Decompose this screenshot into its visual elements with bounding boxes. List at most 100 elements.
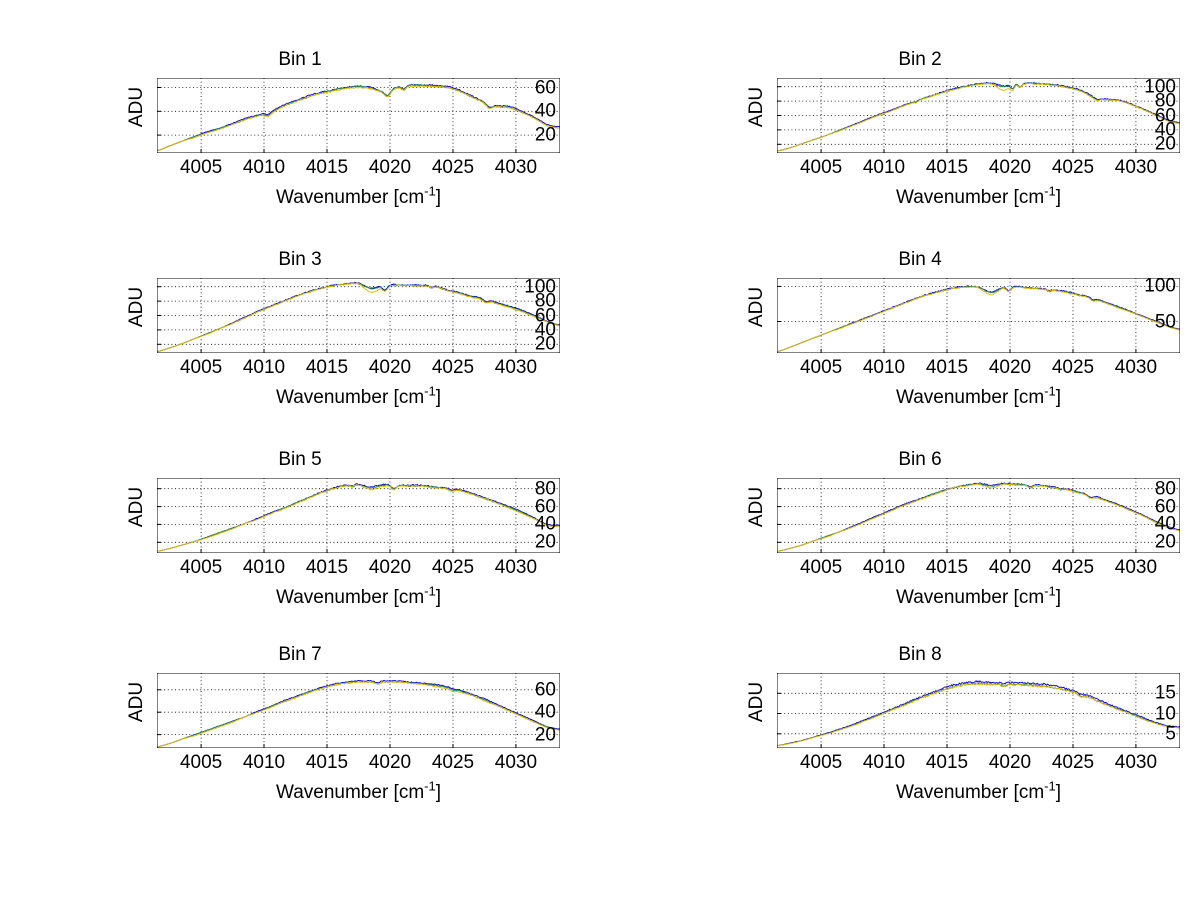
x-tick-label: 4005: [799, 557, 843, 578]
axes-frame: [157, 78, 560, 153]
y-tick-label: 20: [534, 724, 556, 746]
plot-svg: [777, 478, 1180, 553]
x-axis-label-exponent: -1: [424, 583, 436, 599]
x-axis-label-exponent: -1: [424, 183, 436, 199]
x-tick-label: 4005: [799, 357, 843, 378]
subplot-panel-6: Bin 6 20 40 60 80 4005 4010 4015 4020 4025 4030 ADU…: [620, 448, 1200, 648]
data-series-trace-blue: [777, 680, 1180, 746]
x-tick-label: 4030: [1114, 752, 1158, 773]
y-tick-label: 60: [534, 496, 556, 518]
x-tick-label: 4015: [305, 157, 349, 178]
data-series-trace-blue: [777, 285, 1180, 353]
grid-lines: [157, 673, 560, 748]
x-tick-label: 4015: [305, 357, 349, 378]
x-tick-label: 4030: [494, 557, 538, 578]
plot-area: 20 40 60 80 4005 4010 4015 4020 4025 4030 ADU Waven…: [126, 478, 560, 608]
y-tick-label: 40: [534, 701, 556, 723]
axes-frame: [777, 278, 1180, 353]
y-axis-label: ADU: [746, 86, 767, 128]
x-tick-label: 4015: [925, 157, 969, 178]
y-tick-label: 20: [1154, 133, 1176, 155]
grid-lines: [157, 478, 560, 553]
panel-title: Bin 6: [898, 449, 942, 470]
x-tick-label: 4020: [368, 557, 412, 578]
data-series-trace-green: [777, 81, 1180, 152]
y-tick-label: 15: [1154, 682, 1176, 704]
panel-title: Bin 7: [278, 644, 322, 665]
x-axis-label: Wavenumber [cm-1]: [157, 183, 560, 209]
y-tick-label: 80: [534, 478, 556, 500]
x-tick-label: 4005: [179, 357, 223, 378]
grid-lines: [157, 278, 560, 353]
x-tick-label: 4010: [862, 357, 906, 378]
data-series-trace-yellow: [777, 82, 1180, 152]
x-tick-label: 4010: [862, 752, 906, 773]
x-axis-label-main: Wavenumber [cm: [275, 782, 425, 803]
y-axis-label: ADU: [126, 286, 147, 328]
x-tick-label: 4020: [988, 157, 1032, 178]
y-tick-label: 40: [1154, 513, 1176, 535]
data-series-trace-yellow: [157, 484, 560, 552]
subplot-panel-3: Bin 3 20 40 60 80 100 4005 4010 4015 4020 4025 4030…: [0, 248, 600, 448]
y-tick-label: 20: [1154, 531, 1176, 553]
plot-svg: [777, 78, 1180, 153]
plot-svg: [777, 673, 1180, 748]
y-tick-label: 60: [1154, 105, 1176, 126]
x-tick-label: 4025: [1051, 752, 1095, 773]
x-tick-label: 4025: [431, 557, 475, 578]
panel-title: Bin 3: [278, 249, 322, 270]
y-tick-label: 80: [534, 290, 556, 312]
x-tick-label: 4025: [431, 752, 475, 773]
data-series-trace-yellow: [157, 85, 560, 151]
y-tick-label: 80: [1154, 90, 1176, 112]
x-axis-label-main: Wavenumber [cm: [895, 187, 1045, 208]
x-axis-label-exponent: -1: [1044, 383, 1056, 399]
x-axis-label: Wavenumber [cm-1]: [777, 383, 1180, 409]
x-axis-label-main: Wavenumber [cm: [895, 387, 1045, 408]
panel-title: Bin 8: [898, 644, 942, 665]
x-tick-label: 4025: [431, 357, 475, 378]
x-tick-label: 4030: [494, 157, 538, 178]
x-tick-label: 4025: [1051, 157, 1095, 178]
y-tick-label: 100: [1144, 275, 1176, 297]
data-series-trace-blue: [157, 281, 560, 353]
x-tick-label: 4030: [1114, 157, 1158, 178]
data-series-trace-blue: [157, 679, 560, 748]
x-tick-label: 4015: [925, 752, 969, 773]
data-series-trace-blue: [777, 81, 1180, 152]
subplot-panel-2: Bin 2 20 40 60 80 100 4005 4010 4015 4020 4025 4030…: [620, 48, 1200, 248]
x-axis-label-tail: ]: [435, 587, 441, 608]
plot-svg: [157, 78, 560, 153]
x-tick-label: 4025: [1051, 357, 1095, 378]
x-tick-label: 4005: [799, 752, 843, 773]
x-axis-label: Wavenumber [cm-1]: [157, 383, 560, 409]
y-tick-label: 20: [534, 124, 556, 146]
x-tick-label: 4020: [368, 157, 412, 178]
data-series-trace-green: [157, 680, 560, 748]
x-tick-label: 4020: [988, 357, 1032, 378]
x-tick-label: 4030: [1114, 357, 1158, 378]
y-tick-label: 20: [534, 531, 556, 553]
y-tick-label: 100: [1144, 76, 1176, 98]
panel-title: Bin 1: [278, 49, 322, 70]
x-axis-label: Wavenumber [cm-1]: [157, 780, 560, 804]
data-series-trace-green: [777, 682, 1180, 746]
x-tick-label: 4025: [431, 157, 475, 178]
y-axis-label: ADU: [746, 681, 767, 723]
y-tick-label: 60: [534, 305, 556, 326]
plot-area: 20 40 60 80 4005 4010 4015 4020 4025 4030 ADU Waven…: [746, 478, 1180, 608]
x-axis-label-exponent: -1: [424, 383, 436, 399]
x-axis-label-tail: ]: [435, 387, 441, 408]
data-series-trace-yellow: [777, 682, 1180, 747]
plot-area: 20 40 60 80 100 4005 4010 4015 4020 4025 4030 ADU Wa…: [746, 76, 1180, 208]
x-tick-label: 4030: [1114, 557, 1158, 578]
axes-frame: [777, 673, 1180, 748]
subplot-panel-7: Bin 7 20 40 60 4005 4010 4015 4020 4025 4030 ADU Wa…: [0, 643, 600, 843]
x-tick-label: 4005: [799, 157, 843, 178]
y-tick-label: 40: [534, 513, 556, 535]
subplot-panel-5: Bin 5 20 40 60 80 4005 4010 4015 4020 4025 4030 ADU…: [0, 448, 600, 648]
plot-svg: [157, 278, 560, 353]
grid-lines: [157, 78, 560, 153]
y-axis-label: ADU: [126, 86, 147, 128]
x-axis-label-exponent: -1: [1044, 583, 1056, 599]
